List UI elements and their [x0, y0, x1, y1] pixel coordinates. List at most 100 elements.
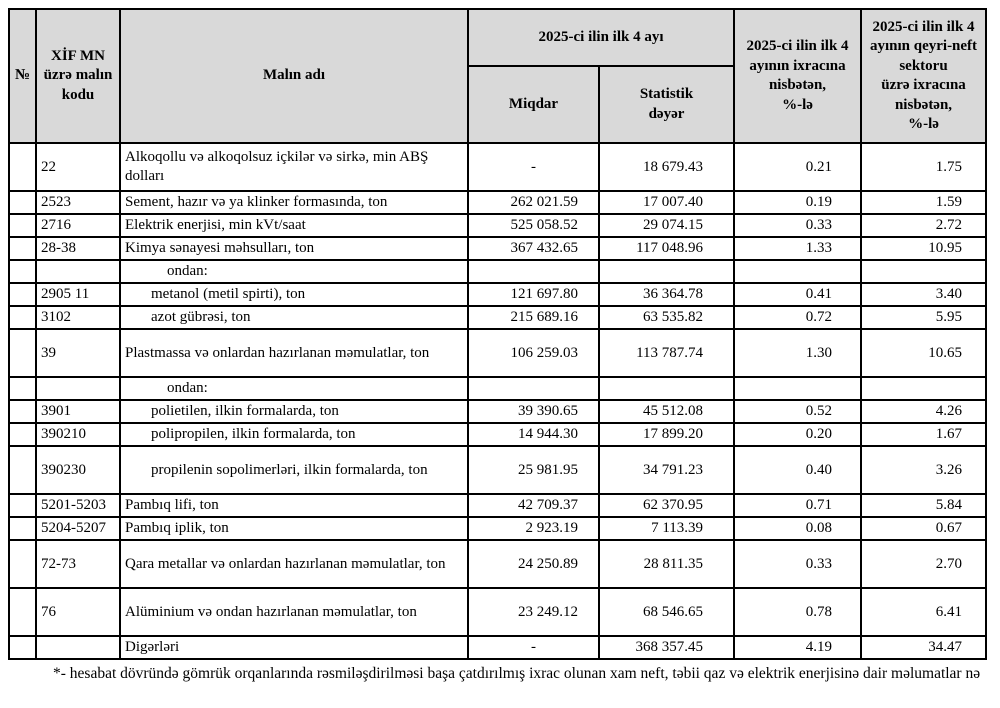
- statistical-value-cell: 368 357.45: [597, 635, 736, 660]
- table-row: 390230 propilenin sopolimerləri, ilkin fo…: [8, 445, 988, 495]
- share-nonoil-exports-cell: 3.40: [860, 282, 988, 307]
- header-statistical-value: Statistik dəyər: [597, 65, 736, 144]
- row-number-cell: [8, 587, 37, 637]
- commodity-name-cell: propilenin sopolimerləri, ilkin formalar…: [119, 445, 469, 495]
- share-exports-cell: 0.33: [733, 213, 863, 238]
- commodity-code-cell: 2716: [35, 213, 121, 238]
- commodity-code-cell: 2523: [35, 190, 121, 215]
- quantity-cell: [467, 376, 600, 401]
- commodity-name-cell: Digərləri: [119, 635, 469, 660]
- commodity-code-cell: 72-73: [35, 539, 121, 589]
- table-row: 72-73 Qara metallar və onlardan hazırlana…: [8, 539, 988, 589]
- statistical-value-cell: 17 007.40: [597, 190, 736, 215]
- quantity-cell: 215 689.16: [467, 305, 600, 330]
- statistical-value-cell: 34 791.23: [597, 445, 736, 495]
- statistical-value-cell: 45 512.08: [597, 399, 736, 424]
- header-row-sub: Miqdar Statistik dəyər: [9, 65, 986, 144]
- row-number-cell: [8, 305, 37, 330]
- share-nonoil-exports-cell: 5.95: [860, 305, 988, 330]
- statistical-value-cell: 29 074.15: [597, 213, 736, 238]
- quantity-cell: 42 709.37: [467, 493, 600, 518]
- share-exports-cell: 1.30: [733, 328, 863, 378]
- quantity-cell: 25 981.95: [467, 445, 600, 495]
- quantity-cell: [467, 259, 600, 284]
- row-number-cell: [8, 142, 37, 192]
- row-number-cell: [8, 539, 37, 589]
- quantity-cell: 525 058.52: [467, 213, 600, 238]
- quantity-cell: 121 697.80: [467, 282, 600, 307]
- share-nonoil-exports-cell: 2.70: [860, 539, 988, 589]
- row-number-cell: [8, 445, 37, 495]
- commodity-name-cell: Pambıq lifi, ton: [119, 493, 469, 518]
- table-row: ondan:: [8, 259, 988, 284]
- share-nonoil-exports-cell: 4.26: [860, 399, 988, 424]
- commodity-code-cell: [35, 259, 121, 284]
- row-number-cell: [8, 516, 37, 541]
- share-exports-cell: 0.08: [733, 516, 863, 541]
- table-body: 22 Alkoqollu və alkoqolsuz içkilər və sir…: [8, 142, 988, 660]
- share-nonoil-exports-cell: 6.41: [860, 587, 988, 637]
- share-nonoil-exports-cell: 34.47: [860, 635, 988, 660]
- quantity-cell: 106 259.03: [467, 328, 600, 378]
- table-row: 3901 polietilen, ilkin formalarda, ton 39 …: [8, 399, 988, 424]
- row-number-cell: [8, 328, 37, 378]
- commodity-name-cell: Kimya sənayesi məhsulları, ton: [119, 236, 469, 261]
- header-share-nonoil-exports: 2025-ci ilin ilk 4 ayının qeyri-neft sek…: [860, 8, 988, 144]
- statistical-value-cell: 113 787.74: [597, 328, 736, 378]
- quantity-cell: 14 944.30: [467, 422, 600, 447]
- header-no: №: [8, 8, 37, 144]
- commodity-code-cell: 3102: [35, 305, 121, 330]
- statistical-value-cell: 117 048.96: [597, 236, 736, 261]
- table-row: ondan:: [8, 376, 988, 401]
- quantity-cell: 367 432.65: [467, 236, 600, 261]
- share-exports-cell: 4.19: [733, 635, 863, 660]
- header-quantity: Miqdar: [467, 65, 600, 144]
- quantity-cell: 24 250.89: [467, 539, 600, 589]
- header-period-2025: 2025-ci ilin ilk 4 ayı: [466, 8, 736, 67]
- share-nonoil-exports-cell: 10.95: [860, 236, 988, 261]
- table-row: 28-38 Kimya sənayesi məhsulları, ton 367 4…: [8, 236, 988, 261]
- commodity-name-cell: metanol (metil spirti), ton: [119, 282, 469, 307]
- export-commodities-table: № XİF MN üzrə malın kodu Malın adı 2025-…: [8, 8, 988, 660]
- commodity-code-cell: 390210: [35, 422, 121, 447]
- quantity-cell: 262 021.59: [467, 190, 600, 215]
- share-nonoil-exports-cell: 10.65: [860, 328, 988, 378]
- share-exports-cell: 0.40: [733, 445, 863, 495]
- statistical-value-cell: 62 370.95: [597, 493, 736, 518]
- table-row: 3102 azot gübrəsi, ton 215 689.16 63 535.82…: [8, 305, 988, 330]
- share-exports-cell: 0.20: [733, 422, 863, 447]
- quantity-cell: -: [467, 142, 600, 192]
- statistical-value-cell: 17 899.20: [597, 422, 736, 447]
- table-row: Digərləri -368 357.45 4.19 34.47: [8, 635, 988, 660]
- share-exports-cell: 0.19: [733, 190, 863, 215]
- commodity-name-cell: Elektrik enerjisi, min kVt/saat: [119, 213, 469, 238]
- footnote: *- hesabat dövründə gömrük orqanlarında …: [53, 665, 981, 682]
- statistical-value-cell: 36 364.78: [597, 282, 736, 307]
- commodity-name-cell: Qara metallar və onlardan hazırlanan məm…: [119, 539, 469, 589]
- table-row: 5204-5207 Pambıq iplik, ton 2 923.19 7 113.…: [8, 516, 988, 541]
- quantity-cell: 39 390.65: [467, 399, 600, 424]
- share-exports-cell: 1.33: [733, 236, 863, 261]
- statistical-value-cell: 18 679.43: [597, 142, 736, 192]
- table-row: 390210 polipropilen, ilkin formalarda, to…: [8, 422, 988, 447]
- statistical-value-cell: 7 113.39: [597, 516, 736, 541]
- row-number-cell: [8, 259, 37, 284]
- row-number-cell: [8, 422, 37, 447]
- share-exports-cell: [733, 376, 863, 401]
- header-row-top: № XİF MN üzrə malın kodu Malın adı 2025-…: [8, 8, 988, 144]
- commodity-code-cell: 39: [35, 328, 121, 378]
- table-header: № XİF MN üzrə malın kodu Malın adı 2025-…: [8, 8, 988, 144]
- table-row: 2523 Sement, hazır və ya klinker formasın…: [8, 190, 988, 215]
- statistical-value-cell: 63 535.82: [597, 305, 736, 330]
- table-row: 39 Plastmassa və onlardan hazırlanan məmu…: [8, 328, 988, 378]
- row-number-cell: [8, 493, 37, 518]
- statistical-value-cell: 28 811.35: [597, 539, 736, 589]
- table-row: 2716 Elektrik enerjisi, min kVt/saat 525 0…: [8, 213, 988, 238]
- commodity-code-cell: [35, 635, 121, 660]
- share-nonoil-exports-cell: 1.75: [860, 142, 988, 192]
- table-row: 76 Alüminium və ondan hazırlanan məmulatl…: [8, 587, 988, 637]
- commodity-name-cell: Alüminium və ondan hazırlanan məmulatlar…: [119, 587, 469, 637]
- commodity-name-cell: polietilen, ilkin formalarda, ton: [119, 399, 469, 424]
- commodity-name-cell: ondan:: [119, 376, 469, 401]
